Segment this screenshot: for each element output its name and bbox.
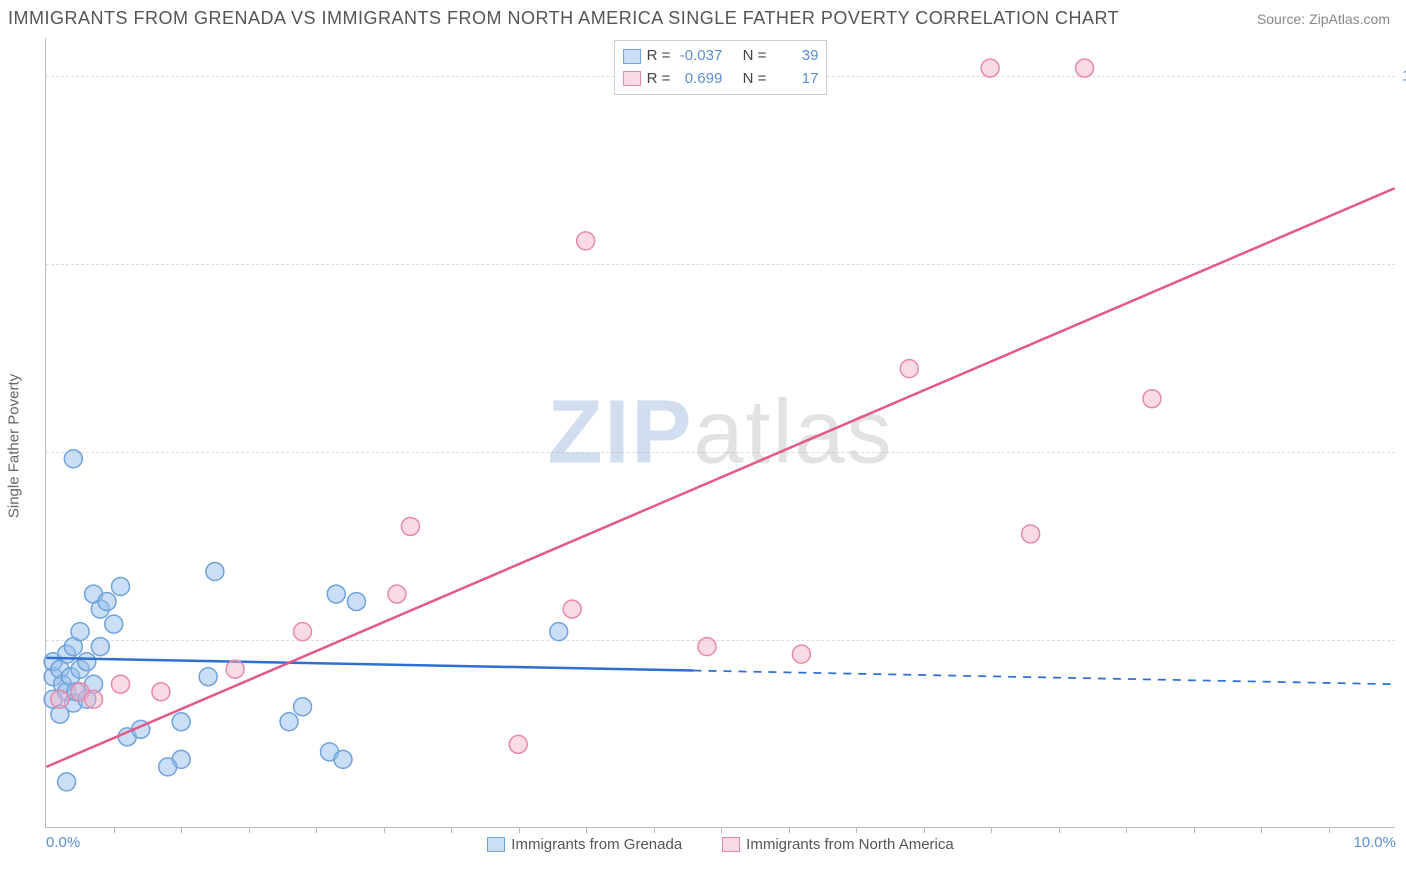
x-tick-mark <box>721 827 722 833</box>
scatter-point <box>1143 390 1161 408</box>
y-axis-title: Single Father Poverty <box>6 374 23 518</box>
scatter-point <box>159 758 177 776</box>
scatter-point <box>401 517 419 535</box>
scatter-point <box>550 623 568 641</box>
n-label: N = <box>743 45 767 68</box>
n-value-0: 39 <box>772 45 818 68</box>
x-tick-mark <box>114 827 115 833</box>
r-label: R = <box>647 68 671 91</box>
scatter-point <box>91 638 109 656</box>
x-tick-mark <box>384 827 385 833</box>
chart-plot-area: ZIPatlas R = -0.037 N = 39 R = 0.699 N =… <box>45 38 1395 828</box>
scatter-point <box>698 638 716 656</box>
x-tick-mark <box>654 827 655 833</box>
chart-title: IMMIGRANTS FROM GRENADA VS IMMIGRANTS FR… <box>8 8 1119 29</box>
scatter-point <box>112 675 130 693</box>
swatch-series-1 <box>623 71 641 86</box>
legend-label-0: Immigrants from Grenada <box>511 836 682 853</box>
scatter-point <box>563 600 581 618</box>
n-value-1: 17 <box>772 68 818 91</box>
scatter-point <box>64 450 82 468</box>
source-label: Source: ZipAtlas.com <box>1257 11 1390 27</box>
x-tick-label: 0.0% <box>46 834 80 851</box>
scatter-point <box>1022 525 1040 543</box>
scatter-point <box>51 690 69 708</box>
scatter-point <box>900 360 918 378</box>
x-tick-label: 10.0% <box>1353 834 1396 851</box>
swatch-series-1 <box>722 837 740 852</box>
scatter-point <box>85 690 103 708</box>
swatch-series-0 <box>623 49 641 64</box>
x-tick-mark <box>316 827 317 833</box>
stats-legend-box: R = -0.037 N = 39 R = 0.699 N = 17 <box>614 40 828 95</box>
scatter-point <box>334 750 352 768</box>
scatter-point <box>206 563 224 581</box>
x-tick-mark <box>586 827 587 833</box>
scatter-point <box>112 578 130 596</box>
r-value-0: -0.037 <box>676 45 722 68</box>
scatter-point <box>347 593 365 611</box>
scatter-point <box>199 668 217 686</box>
legend-item-1: Immigrants from North America <box>722 836 954 853</box>
scatter-point <box>388 585 406 603</box>
scatter-point <box>981 59 999 77</box>
stats-row: R = 0.699 N = 17 <box>623 68 819 91</box>
scatter-point <box>294 698 312 716</box>
x-tick-mark <box>1194 827 1195 833</box>
scatter-point <box>792 645 810 663</box>
x-tick-mark <box>1126 827 1127 833</box>
x-tick-mark <box>1329 827 1330 833</box>
scatter-point <box>71 623 89 641</box>
trend-line-dashed <box>694 671 1395 685</box>
legend-label-1: Immigrants from North America <box>746 836 954 853</box>
x-tick-mark <box>519 827 520 833</box>
scatter-point <box>509 735 527 753</box>
x-tick-mark <box>924 827 925 833</box>
bottom-legend: Immigrants from Grenada Immigrants from … <box>46 836 1395 853</box>
scatter-point <box>280 713 298 731</box>
x-tick-mark <box>249 827 250 833</box>
y-tick-label: 100.0% <box>1402 67 1406 84</box>
scatter-point <box>152 683 170 701</box>
swatch-series-0 <box>487 837 505 852</box>
x-tick-mark <box>789 827 790 833</box>
legend-item-0: Immigrants from Grenada <box>487 836 682 853</box>
x-tick-mark <box>1059 827 1060 833</box>
scatter-point <box>172 713 190 731</box>
x-tick-mark <box>856 827 857 833</box>
scatter-point <box>78 653 96 671</box>
r-value-1: 0.699 <box>676 68 722 91</box>
scatter-point <box>327 585 345 603</box>
x-tick-mark <box>181 827 182 833</box>
n-label: N = <box>743 68 767 91</box>
r-label: R = <box>647 45 671 68</box>
scatter-point <box>226 660 244 678</box>
scatter-point <box>294 623 312 641</box>
scatter-point <box>58 773 76 791</box>
scatter-point <box>577 232 595 250</box>
trend-line <box>46 658 693 671</box>
scatter-point <box>105 615 123 633</box>
scatter-point <box>98 593 116 611</box>
stats-row: R = -0.037 N = 39 <box>623 45 819 68</box>
scatter-svg <box>46 38 1395 827</box>
scatter-point <box>1076 59 1094 77</box>
x-tick-mark <box>991 827 992 833</box>
x-tick-mark <box>1261 827 1262 833</box>
x-tick-mark <box>451 827 452 833</box>
